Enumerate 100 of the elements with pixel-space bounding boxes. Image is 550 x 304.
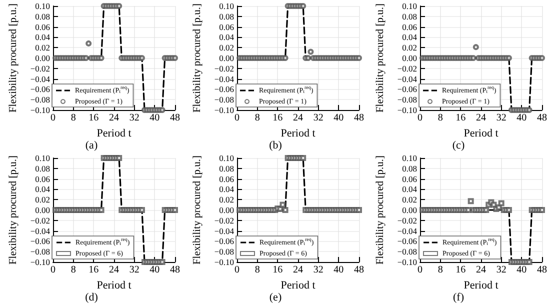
y-tick-label: 0.10 (35, 153, 50, 163)
y-tick-label: 0.06 (402, 22, 417, 32)
y-tick-label: 0.06 (218, 22, 234, 32)
y-tick-label: 0.00 (402, 205, 417, 215)
x-tick-label: 16 (88, 112, 99, 124)
text: (a) (85, 140, 98, 152)
text: (f) (453, 292, 464, 304)
x-tick-label: 24 (292, 264, 302, 276)
x-tick-label: 24 (292, 112, 302, 124)
x-tick-label: 16 (456, 264, 466, 276)
y-tick-label: 0.04 (218, 32, 234, 42)
y-tick-label: −0.02 (30, 215, 50, 226)
x-tick-label: 48 (354, 264, 364, 276)
x-tick-label: 16 (88, 264, 99, 276)
y-tick-label: 0.02 (35, 194, 50, 205)
y-tick-label: −0.06 (397, 84, 417, 94)
x-tick-label: 16 (272, 112, 282, 124)
x-tick-label: 0 (234, 264, 239, 276)
y-tick-label: −0.04 (397, 226, 418, 236)
y-tick-label: −0.10 (214, 257, 234, 267)
y-tick-label: 0.08 (218, 163, 234, 174)
y-tick-label: −0.10 (397, 257, 417, 267)
x-tick-label: 8 (70, 112, 76, 124)
x-tick-label: 0 (50, 112, 56, 124)
text: (c) (452, 140, 465, 152)
y-tick-label: −0.04 (30, 74, 51, 84)
x-tick-label: 40 (150, 264, 160, 276)
y-tick-label: −0.06 (397, 236, 417, 246)
x-axis-title: Period t (280, 279, 315, 292)
y-tick-label: −0.08 (214, 94, 234, 105)
y-tick-label: 0.04 (35, 32, 51, 42)
text: (b) (268, 140, 282, 152)
y-tick-label: 0.10 (218, 1, 234, 11)
x-tick-label: 32 (129, 112, 140, 124)
y-axis-title: Flexibility procured [p.u.] (8, 155, 19, 265)
y-tick-label: 0.04 (218, 184, 234, 194)
text: (e) (268, 292, 282, 304)
x-tick-label: 40 (516, 264, 527, 276)
x-tick-label: 40 (333, 112, 344, 124)
x-tick-label: 0 (50, 264, 56, 276)
x-axis-title: Period t (96, 279, 132, 292)
y-tick-label: 0.08 (402, 163, 417, 174)
x-tick-label: 16 (272, 264, 282, 276)
x-tick-label: 48 (537, 264, 547, 276)
x-axis-title: Period t (280, 127, 315, 140)
y-tick-label: 0.02 (218, 194, 234, 205)
x-tick-label: 8 (438, 264, 443, 276)
y-tick-label: −0.04 (397, 74, 418, 84)
text: (d) (85, 292, 98, 304)
x-axis-title: Period t (464, 279, 498, 292)
y-tick-label: 0.00 (218, 53, 234, 63)
x-tick-label: 48 (170, 112, 180, 124)
y-tick-label: −0.06 (214, 236, 234, 246)
x-tick-label: 48 (170, 264, 180, 276)
y-tick-label: 0.08 (35, 11, 50, 22)
y-tick-label: 0.02 (402, 194, 417, 205)
x-tick-label: 32 (496, 112, 506, 124)
y-tick-label: −0.04 (214, 226, 234, 236)
y-axis-title: Flexibility procured [p.u.] (375, 3, 386, 113)
x-tick-label: 8 (254, 112, 260, 124)
y-axis-title: Flexibility procured [p.u.] (192, 155, 202, 265)
x-axis-title: Period t (464, 127, 498, 140)
x-tick-label: 40 (333, 264, 344, 276)
x-tick-label: 24 (109, 112, 119, 124)
y-tick-label: −0.04 (214, 74, 234, 84)
x-tick-label: 40 (516, 112, 527, 124)
y-tick-label: −0.08 (214, 246, 234, 257)
y-tick-label: 0.10 (35, 1, 50, 11)
x-tick-label: 0 (234, 112, 239, 124)
y-tick-label: −0.08 (397, 246, 417, 257)
y-tick-label: −0.06 (214, 84, 234, 94)
y-tick-label: 0.06 (35, 22, 50, 32)
y-tick-label: −0.10 (30, 105, 50, 115)
y-tick-label: 0.04 (35, 184, 51, 194)
y-tick-label: 0.04 (402, 184, 418, 194)
x-tick-label: 40 (150, 112, 160, 124)
y-tick-label: 0.10 (402, 1, 417, 11)
x-tick-label: 24 (109, 264, 119, 276)
x-tick-label: 32 (129, 264, 140, 276)
y-tick-label: −0.10 (214, 105, 234, 115)
y-tick-label: 0.02 (402, 42, 417, 53)
y-axis-title: Flexibility procured [p.u.] (192, 3, 202, 113)
y-tick-label: 0.06 (402, 174, 417, 184)
y-tick-label: −0.02 (397, 215, 417, 226)
y-tick-label: 0.08 (402, 11, 417, 22)
x-tick-label: 48 (354, 112, 364, 124)
y-tick-label: 0.00 (402, 53, 417, 63)
y-tick-label: 0.02 (218, 42, 234, 53)
x-tick-label: 16 (456, 112, 466, 124)
y-tick-label: 0.08 (35, 163, 50, 174)
y-tick-label: −0.02 (214, 63, 234, 74)
x-tick-label: 32 (312, 264, 323, 276)
y-tick-label: −0.08 (397, 94, 417, 105)
y-tick-label: −0.02 (397, 63, 417, 74)
y-tick-label: −0.10 (30, 257, 50, 267)
x-tick-label: 8 (438, 112, 443, 124)
y-tick-label: 0.04 (402, 32, 418, 42)
y-axis-title: Flexibility procured [p.u.] (375, 155, 386, 265)
x-tick-label: 24 (476, 112, 486, 124)
x-tick-label: 32 (312, 112, 323, 124)
